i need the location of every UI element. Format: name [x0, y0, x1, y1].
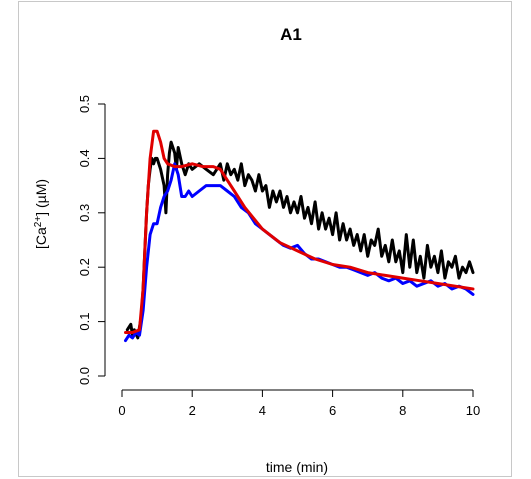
- x-tick-label-10: 10: [466, 403, 480, 418]
- series-layer: [124, 129, 475, 343]
- y-axis-label-sup: 2+: [33, 216, 44, 228]
- series-line-3: [124, 129, 475, 334]
- y-axis-label-prefix: [Ca: [33, 227, 49, 249]
- x-tick-label-6: 6: [329, 403, 336, 418]
- x-tick-label-8: 8: [399, 403, 406, 418]
- line-chart: A1 0 2 4 6 8 100.00.10.20.30.40.5 time (min) …: [33, 25, 481, 475]
- y-axis-label-suffix: ] (µM): [33, 179, 49, 216]
- y-tick-label-3: 0.3: [77, 204, 92, 222]
- x-tick-label-2: 2: [189, 403, 196, 418]
- axes: 0 2 4 6 8 10 0.0 0.1 0.2 0.3 0.4 0.5: [77, 95, 480, 418]
- x-tick-label-4: 4: [259, 403, 266, 418]
- chart-frame: A1 0 2 4 6 8 10 0.0 0.1 0.2 0.3 0.4 0.5 time (min) …: [18, 1, 512, 477]
- y-tick-label-4: 0.4: [77, 149, 92, 167]
- chart-title: A1: [280, 25, 302, 44]
- x-axis-label: time (min): [266, 459, 328, 475]
- y-tick-label-1: 0.1: [77, 313, 92, 331]
- y-tick-label-2: 0.2: [77, 258, 92, 276]
- x-tick-label-0: 0: [118, 403, 125, 418]
- y-tick-label-5: 0.5: [77, 95, 92, 113]
- series-line-1: [125, 140, 475, 340]
- y-axis-label: [Ca2+] (µM): [33, 179, 50, 249]
- y-tick-label-0: 0.0: [77, 367, 92, 385]
